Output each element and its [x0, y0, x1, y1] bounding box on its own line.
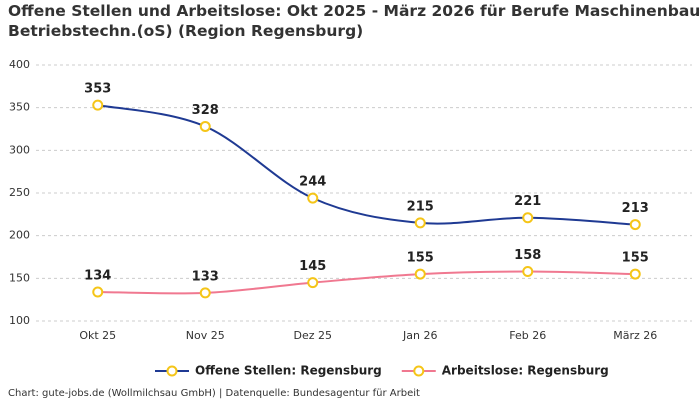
x-tick-label: März 26: [613, 329, 657, 342]
point-marker: [199, 287, 211, 299]
chart-title: Betriebstechn.(oS) (Region Regensburg): [8, 22, 363, 40]
y-tick-label: 250: [9, 186, 30, 199]
data-label: 155: [407, 251, 434, 266]
point-marker: [629, 219, 641, 231]
y-tick-label: 200: [9, 229, 30, 242]
data-label: 213: [622, 201, 649, 216]
data-label: 158: [514, 248, 541, 263]
y-tick-label: 100: [9, 314, 30, 327]
point-marker: [522, 212, 534, 224]
x-tick-label: Jan 26: [402, 329, 437, 342]
point-marker: [92, 286, 104, 298]
data-label: 145: [299, 259, 326, 274]
x-tick-label: Okt 25: [79, 329, 116, 342]
x-tick-label: Nov 25: [186, 329, 225, 342]
data-label: 353: [84, 82, 111, 97]
data-label: 133: [192, 269, 219, 284]
data-label: 134: [84, 268, 111, 283]
data-label: 221: [514, 194, 541, 209]
legend-label: Offene Stellen: Regensburg: [195, 364, 382, 378]
point-marker: [92, 99, 104, 111]
point-marker: [414, 268, 426, 280]
y-tick-label: 400: [9, 58, 30, 71]
x-tick-label: Feb 26: [509, 329, 546, 342]
y-tick-label: 300: [9, 143, 30, 156]
data-label: 215: [407, 199, 434, 214]
x-tick-label: Dez 25: [293, 329, 332, 342]
y-tick-label: 150: [9, 271, 30, 284]
point-marker: [629, 268, 641, 280]
data-label: 155: [622, 251, 649, 266]
point-marker: [199, 120, 211, 132]
legend-marker: [166, 365, 178, 377]
point-marker: [307, 192, 319, 204]
series-line: [97, 104, 636, 226]
legend-label: Arbeitslose: Regensburg: [442, 364, 609, 378]
series-line: [97, 270, 636, 295]
chart-title: Offene Stellen und Arbeitslose: Okt 2025…: [8, 2, 700, 20]
legend-marker: [413, 365, 425, 377]
point-marker: [414, 217, 426, 229]
y-tick-label: 350: [9, 101, 30, 114]
data-label: 244: [299, 175, 326, 190]
source-note: Chart: gute-jobs.de (Wollmilchsau GmbH) …: [8, 388, 420, 399]
point-marker: [522, 266, 534, 278]
point-marker: [307, 277, 319, 289]
data-label: 328: [192, 103, 219, 118]
